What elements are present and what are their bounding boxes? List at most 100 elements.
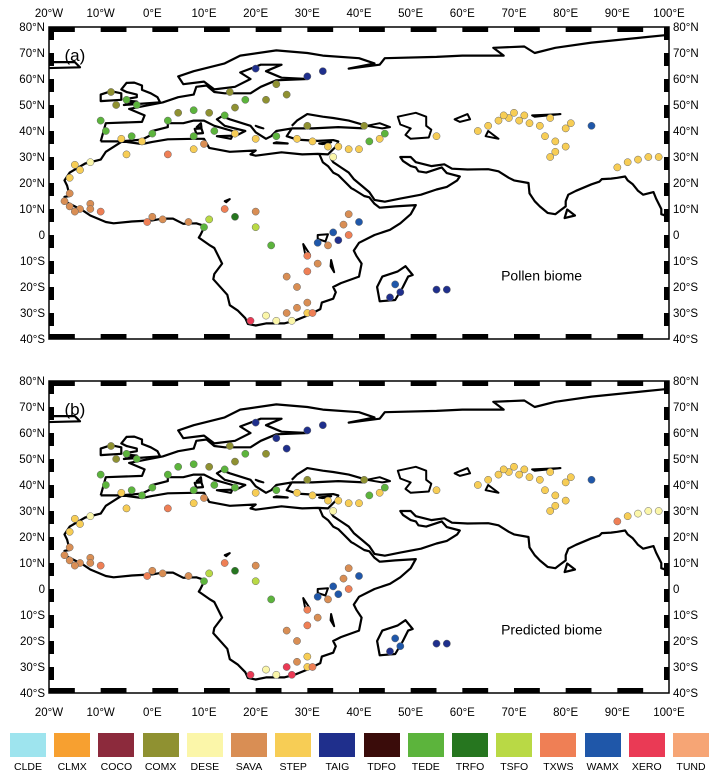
site-markers — [60, 64, 663, 325]
site-marker-sava — [303, 298, 312, 307]
site-marker-step — [566, 473, 575, 482]
site-marker-step — [70, 160, 79, 169]
site-marker-sava — [60, 197, 69, 206]
site-marker-tede — [220, 465, 229, 474]
frame-tick-top — [152, 27, 179, 32]
site-marker-tede — [267, 241, 276, 250]
frame-tick-top — [100, 27, 127, 32]
frame-tick-bottom — [514, 334, 540, 339]
legend-item-wamx: WAMX — [583, 733, 623, 773]
frame-tick-right — [664, 209, 669, 222]
site-marker-sava — [158, 215, 167, 224]
site-marker-step — [334, 496, 343, 505]
lon-tick-label-bottom: 30°E — [295, 707, 320, 719]
site-marker-step — [494, 116, 503, 125]
site-marker-step — [76, 520, 84, 528]
site-marker-sava — [200, 494, 208, 502]
site-marker-step — [541, 486, 549, 495]
site-marker-step — [473, 481, 482, 489]
frame-tick-right — [664, 407, 669, 420]
frame-tick-right — [664, 433, 669, 446]
frame-tick-bottom — [307, 334, 334, 339]
lat-tick-label-left: 60°N — [19, 428, 45, 440]
legend-swatch — [628, 733, 665, 757]
site-marker-sava — [65, 543, 74, 552]
frame-tick-top — [617, 27, 644, 32]
frame-tick-right — [664, 53, 669, 66]
frame-tick-top — [514, 27, 540, 32]
frame-tick-left — [49, 183, 54, 196]
lat-tick-label-left: 70°N — [19, 48, 45, 60]
lon-tick-label-top: 70°E — [501, 8, 526, 20]
frame-tick-top — [307, 381, 334, 386]
site-marker-tede — [380, 483, 389, 492]
legend-item-coco: COCO — [96, 733, 136, 773]
site-marker-comx — [262, 449, 270, 458]
site-marker-comx — [262, 95, 270, 104]
site-marker-sava — [313, 259, 322, 268]
legend-item-step: STEP — [273, 733, 313, 773]
site-marker-tede — [163, 470, 172, 479]
site-marker-sava — [70, 561, 79, 570]
site-marker-tede — [200, 577, 208, 586]
lat-tick-label-left: 30°N — [19, 506, 45, 518]
site-marker-step — [551, 501, 560, 510]
site-marker-wamx — [313, 238, 322, 247]
legend-label: TUND — [676, 761, 706, 773]
site-marker-step — [541, 132, 549, 141]
lat-tick-label-left: 40°S — [20, 688, 45, 700]
site-marker-tede — [174, 462, 183, 471]
frame-tick-left — [49, 157, 54, 170]
site-marker-step — [535, 475, 544, 484]
site-marker-sava — [70, 207, 79, 216]
lon-tick-label-top: 80°E — [553, 8, 578, 20]
frame-tick-right — [664, 589, 669, 602]
site-marker-step — [623, 158, 632, 167]
site-marker-step — [525, 119, 534, 128]
frame-tick-bottom — [514, 688, 540, 693]
frame-tick-bottom — [152, 334, 179, 339]
frame-tick-right — [664, 27, 669, 40]
frame-tick-top — [49, 27, 75, 32]
site-marker-step — [355, 499, 363, 508]
frame-tick-left — [49, 53, 54, 66]
site-marker-comx — [205, 108, 214, 117]
site-marker-xero — [246, 316, 255, 325]
island-outline — [195, 476, 203, 483]
site-marker-step — [138, 137, 146, 146]
lon-tick-label-top: 60°E — [450, 8, 475, 20]
site-marker-txws — [308, 309, 317, 317]
legend-item-taig: TAIG — [317, 733, 357, 773]
frame-tick-bottom — [359, 688, 385, 693]
lat-tick-label-left: 50°N — [19, 454, 45, 466]
site-marker-taig — [432, 285, 441, 294]
frame-tick-right — [664, 563, 669, 576]
site-marker-step — [251, 134, 260, 143]
site-marker-step — [561, 478, 570, 487]
frame-tick-bottom — [100, 334, 127, 339]
frame-tick-top — [565, 27, 592, 32]
coastline — [99, 387, 669, 496]
site-marker-tede — [200, 223, 208, 232]
lat-tick-label-left: 80°N — [19, 22, 45, 34]
site-marker-sava — [339, 574, 348, 583]
lon-tick-label-bottom: 20°E — [243, 707, 268, 719]
site-marker-dese — [329, 153, 338, 161]
frame-tick-top — [255, 27, 282, 32]
lake-outline — [396, 111, 433, 140]
site-marker-tede — [189, 486, 198, 495]
frame-tick-left — [49, 313, 54, 326]
site-marker-step — [308, 491, 317, 500]
lat-tick-label-right: 40°S — [673, 688, 698, 700]
site-marker-step — [634, 155, 642, 164]
frame-tick-left — [49, 235, 54, 248]
frame-tick-left — [49, 667, 54, 680]
lake-outline — [223, 198, 231, 204]
site-marker-sava — [65, 556, 74, 565]
site-marker-step — [561, 496, 570, 505]
site-marker-sava — [86, 205, 95, 213]
site-marker-tede — [365, 137, 374, 146]
lon-tick-label-bottom: 50°E — [398, 707, 423, 719]
lat-tick-label-right: 10°S — [673, 610, 698, 622]
site-marker-wamx — [391, 280, 400, 289]
